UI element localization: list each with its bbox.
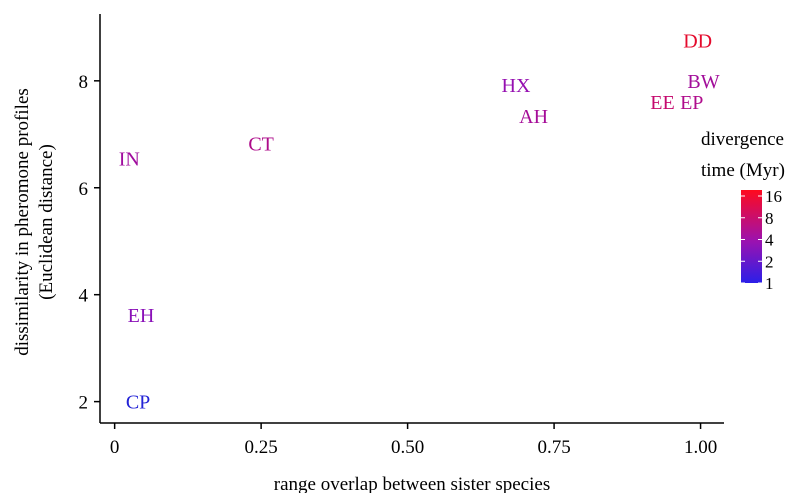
x-tick-label: 0 — [110, 437, 120, 458]
y-axis-title-line-1: dissimilarity in pheromone profiles — [12, 88, 33, 356]
legend-color-bar — [741, 190, 762, 283]
legend-title-line-2: time (Myr) — [701, 160, 785, 181]
legend-tick-label: 8 — [765, 209, 774, 228]
y-axis-title-line-2: (Euclidean distance) — [36, 144, 57, 300]
legend-tick-label: 4 — [765, 231, 774, 250]
plot-area — [99, 14, 724, 424]
point-label-hx: HX — [502, 75, 531, 97]
point-label-dd: DD — [683, 31, 712, 53]
y-tick-label: 6 — [79, 179, 89, 200]
x-tick-label: 0.50 — [391, 437, 424, 458]
point-label-ep: EP — [680, 92, 703, 114]
point-label-ee: EE — [650, 92, 674, 114]
y-tick-label: 2 — [79, 393, 89, 414]
x-tick-label: 0.25 — [245, 437, 278, 458]
point-label-eh: EH — [128, 305, 155, 327]
color-legend: divergence time (Myr) 16 8 4 2 1 — [701, 129, 785, 293]
point-label-cp: CP — [126, 392, 150, 414]
legend-ticks: 16 8 4 2 1 — [741, 187, 782, 293]
point-label-ct: CT — [248, 133, 274, 155]
legend-title-line-1: divergence — [701, 129, 784, 150]
legend-tick-label: 16 — [765, 187, 782, 206]
y-tick-label: 4 — [79, 286, 89, 307]
point-label-ah: AH — [519, 106, 548, 128]
point-label-bw: BW — [687, 71, 719, 93]
y-axis: 2 4 6 8 — [79, 72, 100, 414]
y-axis-title: dissimilarity in pheromone profiles (Euc… — [12, 88, 57, 356]
y-tick-label: 8 — [79, 72, 89, 93]
point-label-in: IN — [119, 148, 140, 170]
x-axis: 0 0.25 0.50 0.75 1.00 — [110, 423, 717, 458]
x-axis-title: range overlap between sister species — [274, 474, 550, 493]
legend-tick-label: 2 — [765, 252, 774, 271]
x-tick-label: 1.00 — [684, 437, 717, 458]
legend-tick-label: 1 — [765, 274, 774, 293]
x-tick-label: 0.75 — [537, 437, 570, 458]
